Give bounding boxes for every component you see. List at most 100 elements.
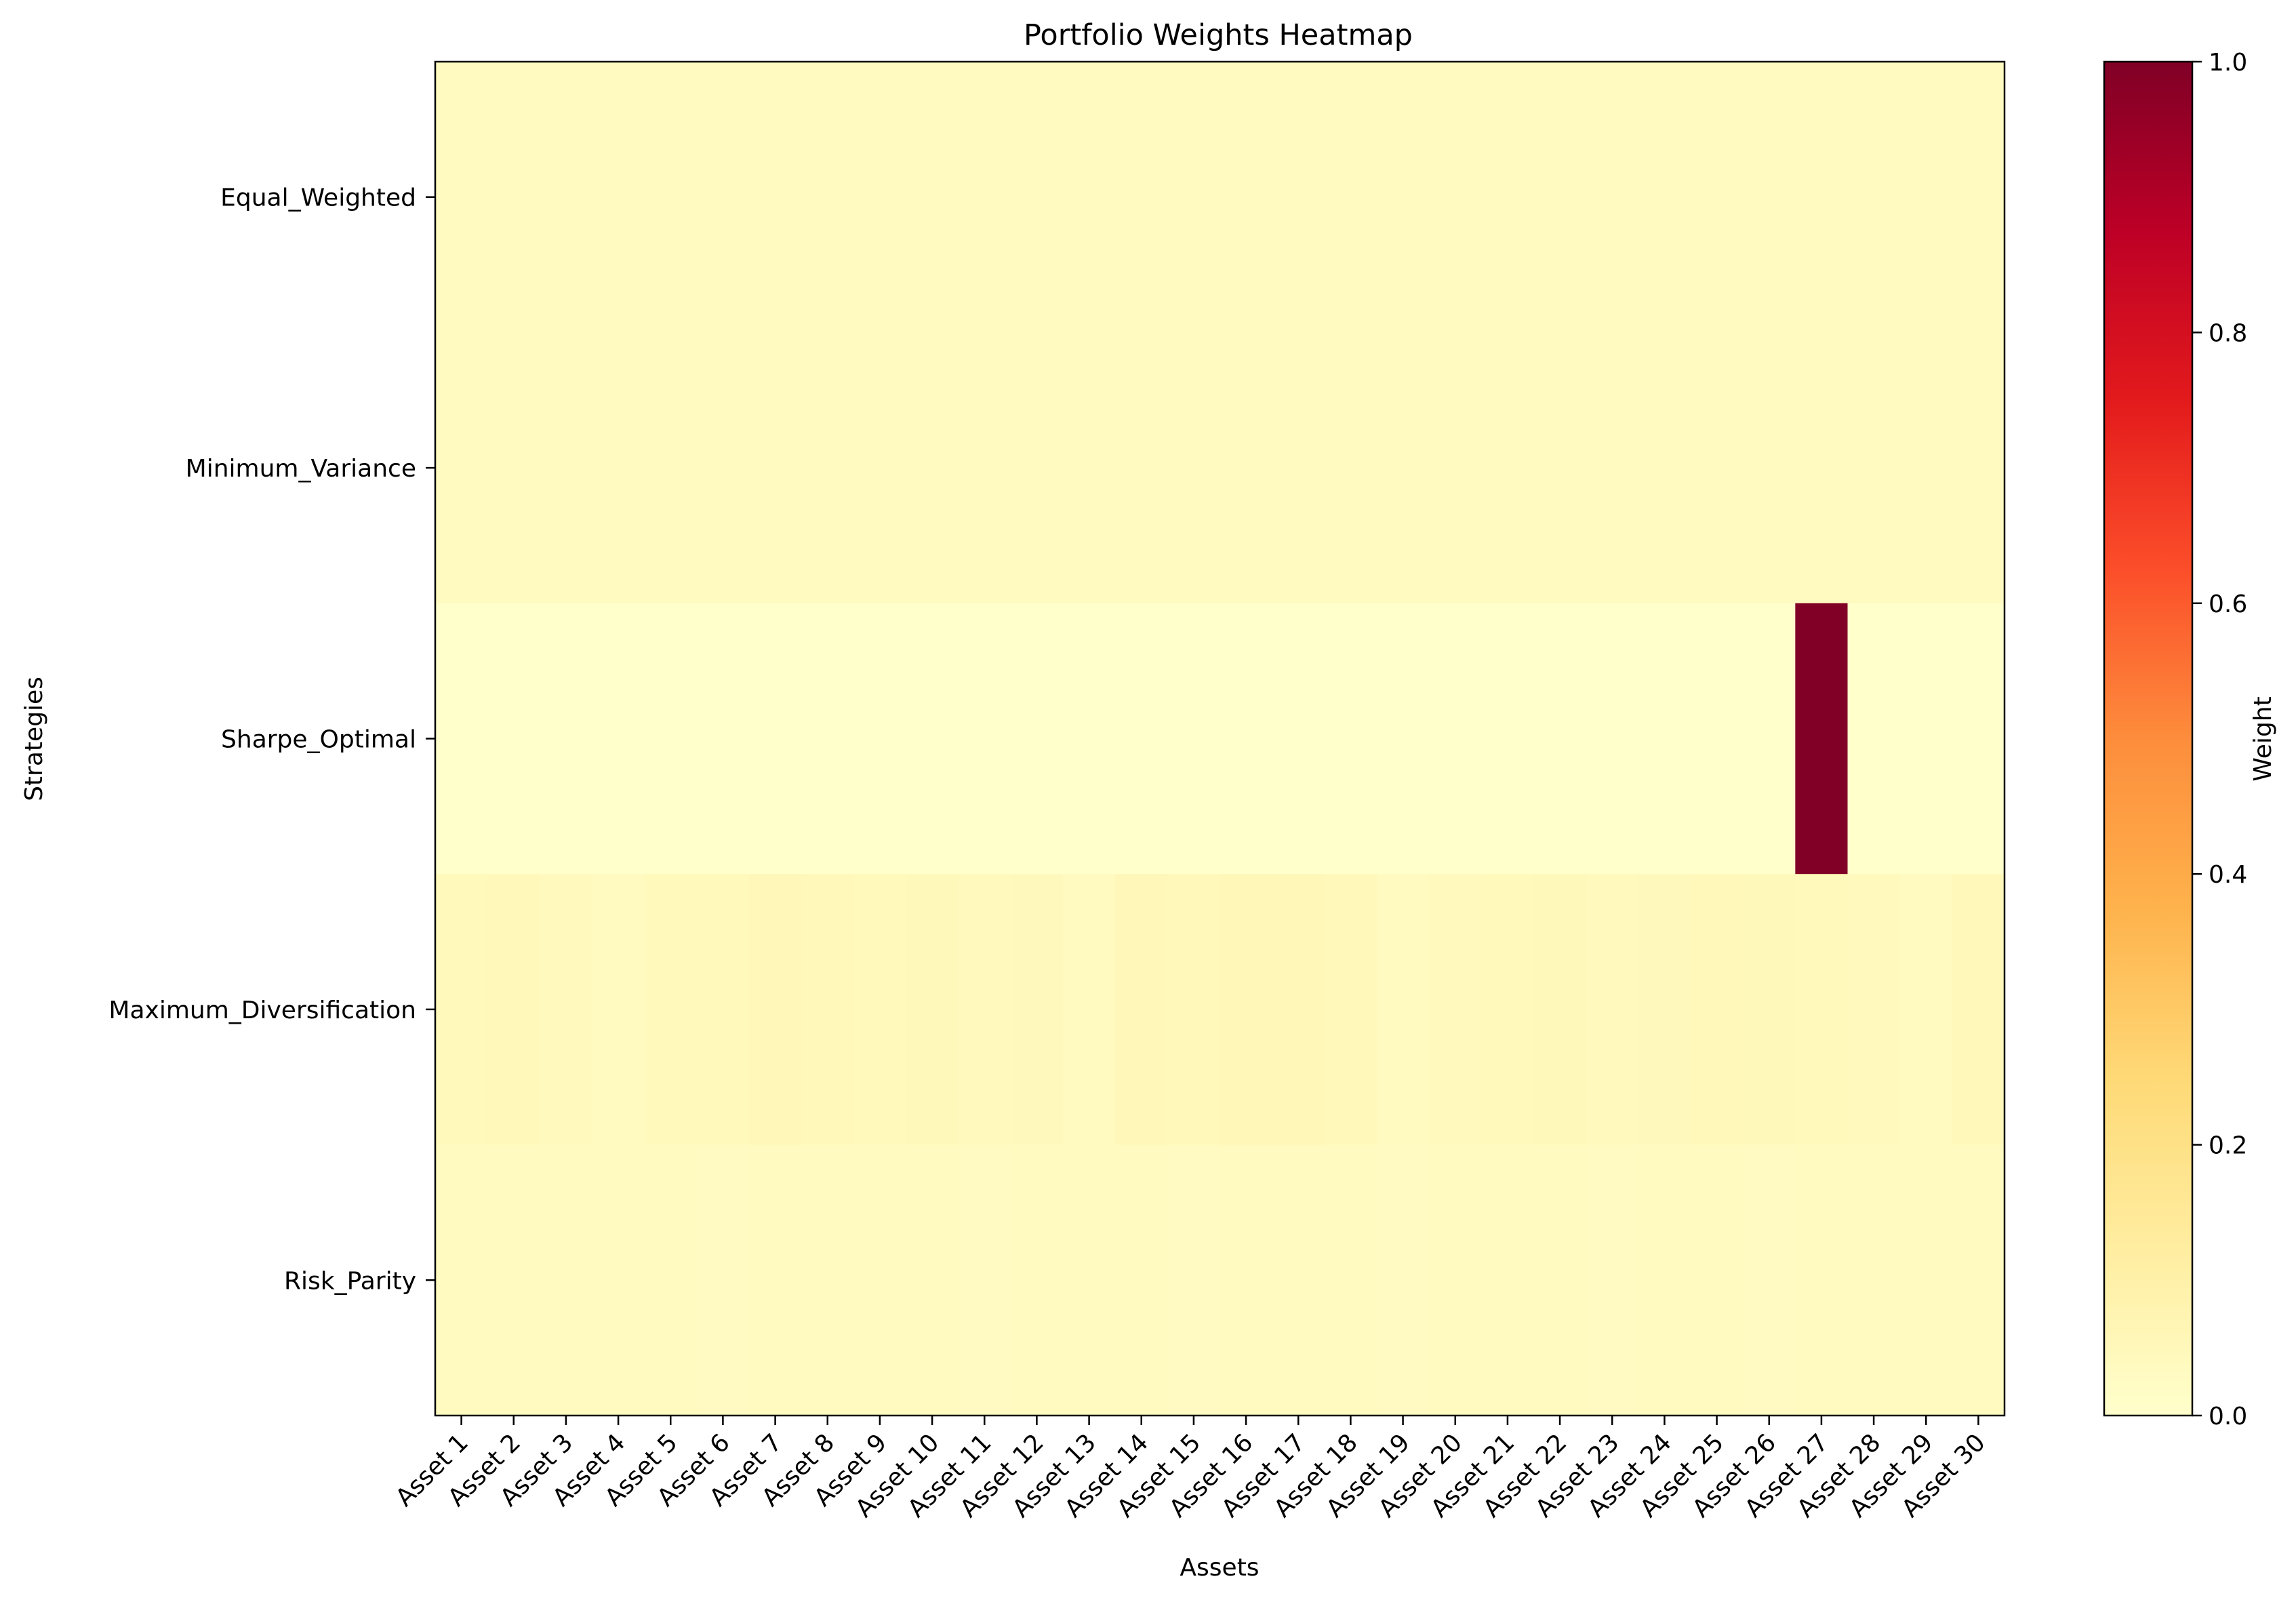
heatmap-cell: [801, 874, 854, 1146]
heatmap-cell: [1795, 874, 1849, 1146]
heatmap-cell: [1010, 332, 1064, 604]
heatmap-cell: [1847, 332, 1901, 604]
heatmap-cell: [1115, 332, 1168, 604]
colorbar-label: Weight: [2249, 696, 2277, 781]
heatmap-cell: [1063, 874, 1116, 1146]
heatmap-cell: [1377, 603, 1430, 875]
heatmap-cell: [1115, 1144, 1168, 1416]
heatmap-cell: [1063, 332, 1116, 604]
heatmap-cell: [1899, 62, 1953, 333]
heatmap-cell: [1743, 874, 1796, 1146]
heatmap-cell: [1429, 1144, 1482, 1416]
heatmap-cell: [1063, 62, 1116, 333]
heatmap-cell: [1795, 603, 1849, 875]
heatmap-cell: [1220, 62, 1273, 333]
heatmap-cell: [1167, 874, 1221, 1146]
heatmap-cell: [1324, 603, 1377, 875]
heatmap-cell: [487, 1144, 540, 1416]
heatmap-cell: [1952, 332, 2005, 604]
heatmap-cell: [958, 332, 1011, 604]
heatmap-cell: [1847, 62, 1901, 333]
heatmap-cell: [644, 603, 698, 875]
heatmap-cell: [801, 603, 854, 875]
heatmap-cell: [906, 874, 959, 1146]
heatmap-cell: [1272, 1144, 1325, 1416]
heatmap-cell: [1115, 874, 1168, 1146]
heatmap-cell: [1586, 874, 1639, 1146]
heatmap-cell: [1115, 62, 1168, 333]
heatmap-cell: [1481, 874, 1535, 1146]
heatmap-cell: [958, 62, 1011, 333]
colorbar-tick-label: 1.0: [2209, 49, 2247, 77]
heatmap-cell: [1220, 332, 1273, 604]
y-tick-label: Minimum_Variance: [186, 455, 416, 483]
heatmap-cell: [435, 874, 488, 1146]
y-tick-label: Sharpe_Optimal: [221, 726, 416, 754]
heatmap-cell: [801, 332, 854, 604]
heatmap-cell: [1795, 1144, 1849, 1416]
heatmap-cell: [1847, 874, 1901, 1146]
heatmap-cell: [853, 874, 907, 1146]
heatmap-cell: [1533, 603, 1587, 875]
heatmap-cell: [1899, 332, 1953, 604]
heatmap-cell: [1429, 874, 1482, 1146]
heatmap-cell: [1220, 603, 1273, 875]
heatmap-cell: [1899, 1144, 1953, 1416]
heatmap-cell: [1533, 874, 1587, 1146]
heatmap-cell: [696, 62, 750, 333]
heatmap-cell: [1272, 332, 1325, 604]
heatmap-cell: [540, 874, 593, 1146]
heatmap-cell: [853, 332, 907, 604]
heatmap-cell: [1377, 1144, 1430, 1416]
heatmap-cell: [801, 62, 854, 333]
colorbar-tick-label: 0.4: [2209, 861, 2247, 889]
heatmap-cell: [1691, 1144, 1744, 1416]
heatmap-cell: [1586, 603, 1639, 875]
colorbar-tick-label: 0.6: [2209, 590, 2247, 618]
colorbar-tick-label: 0.2: [2209, 1132, 2247, 1160]
heatmap-cell: [1324, 874, 1377, 1146]
heatmap-cell: [1586, 62, 1639, 333]
heatmap-cell: [1533, 332, 1587, 604]
heatmap-cell: [1691, 874, 1744, 1146]
heatmap-cell: [1220, 1144, 1273, 1416]
heatmap-cell: [1586, 332, 1639, 604]
heatmap-cell: [1795, 62, 1849, 333]
heatmap-cell: [1743, 603, 1796, 875]
heatmap-cell: [1063, 603, 1116, 875]
heatmap-cell: [906, 603, 959, 875]
colorbar-tick-label: 0.0: [2209, 1403, 2247, 1430]
heatmap-cell: [853, 603, 907, 875]
heatmap-cell: [1899, 874, 1953, 1146]
heatmap-cell: [906, 332, 959, 604]
heatmap-cell: [1167, 603, 1221, 875]
heatmap-cell: [1795, 332, 1849, 604]
heatmap-cell: [1533, 1144, 1587, 1416]
colorbar: [2103, 60, 2194, 1417]
heatmap-cell: [1220, 874, 1273, 1146]
heatmap-cell: [1272, 874, 1325, 1146]
heatmap-cell: [906, 62, 959, 333]
heatmap-cell: [1952, 874, 2005, 1146]
heatmap-cell: [1481, 603, 1535, 875]
y-axis-ticks: Equal_Weighted Minimum_Variance Sharpe_Opt…: [108, 184, 435, 1295]
heatmap-cell: [1638, 62, 1691, 333]
heatmap-cell: [1847, 603, 1901, 875]
heatmap-cells: [435, 62, 2005, 1416]
heatmap-cell: [592, 1144, 645, 1416]
heatmap-cell: [1115, 603, 1168, 875]
heatmap-cell: [592, 603, 645, 875]
heatmap-cell: [644, 62, 698, 333]
heatmap-cell: [696, 332, 750, 604]
heatmap-cell: [1638, 874, 1691, 1146]
heatmap-cell: [1010, 874, 1064, 1146]
y-axis-label: Strategies: [20, 677, 48, 801]
heatmap-cell: [1481, 62, 1535, 333]
heatmap-cell: [1272, 603, 1325, 875]
heatmap-cell: [1691, 62, 1744, 333]
heatmap-cell: [540, 603, 593, 875]
heatmap-cell: [1429, 62, 1482, 333]
heatmap-cell: [1010, 603, 1064, 875]
heatmap-cell: [1377, 332, 1430, 604]
